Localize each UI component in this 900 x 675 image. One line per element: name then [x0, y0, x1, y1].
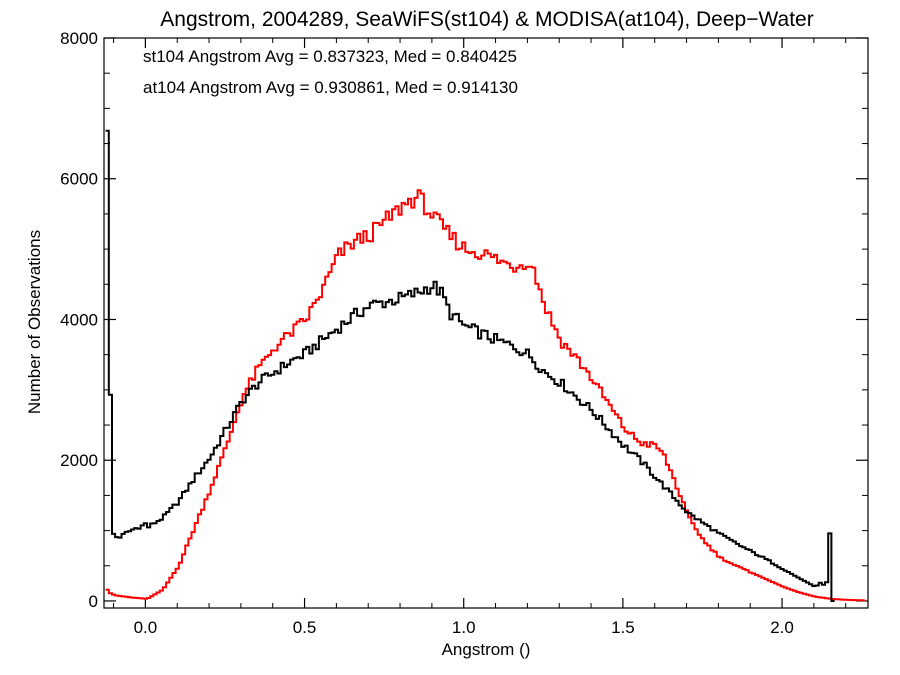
y-tick-label: 6000	[60, 170, 98, 189]
y-tick-label: 4000	[60, 310, 98, 329]
x-tick-label: 0.5	[293, 618, 317, 637]
y-axis-label: Number of Observations	[25, 230, 44, 414]
x-tick-label: 1.5	[611, 618, 635, 637]
x-tick-label: 1.0	[452, 618, 476, 637]
series-layer	[105, 129, 865, 602]
y-tick-label: 8000	[60, 29, 98, 48]
y-tick-label: 2000	[60, 451, 98, 470]
plot-frame	[103, 37, 869, 609]
legend-entry-st104: st104 Angstrom Avg = 0.837323, Med = 0.8…	[143, 47, 517, 66]
series-at104-line	[105, 189, 865, 602]
x-tick-label: 2.0	[770, 618, 794, 637]
x-tick-label: 0.0	[134, 618, 158, 637]
chart-title: Angstrom, 2004289, SeaWiFS(st104) & MODI…	[160, 8, 813, 31]
x-axis-label: Angstrom ()	[442, 640, 531, 659]
legend-entry-at104: at104 Angstrom Avg = 0.930861, Med = 0.9…	[143, 78, 518, 97]
series-st104-line	[105, 129, 835, 602]
y-tick-label: 0	[89, 592, 98, 611]
y-axis: 0 2000 4000 6000 8000	[60, 29, 868, 611]
x-axis: 0.0 0.5 1.0 1.5 2.0	[113, 38, 847, 637]
